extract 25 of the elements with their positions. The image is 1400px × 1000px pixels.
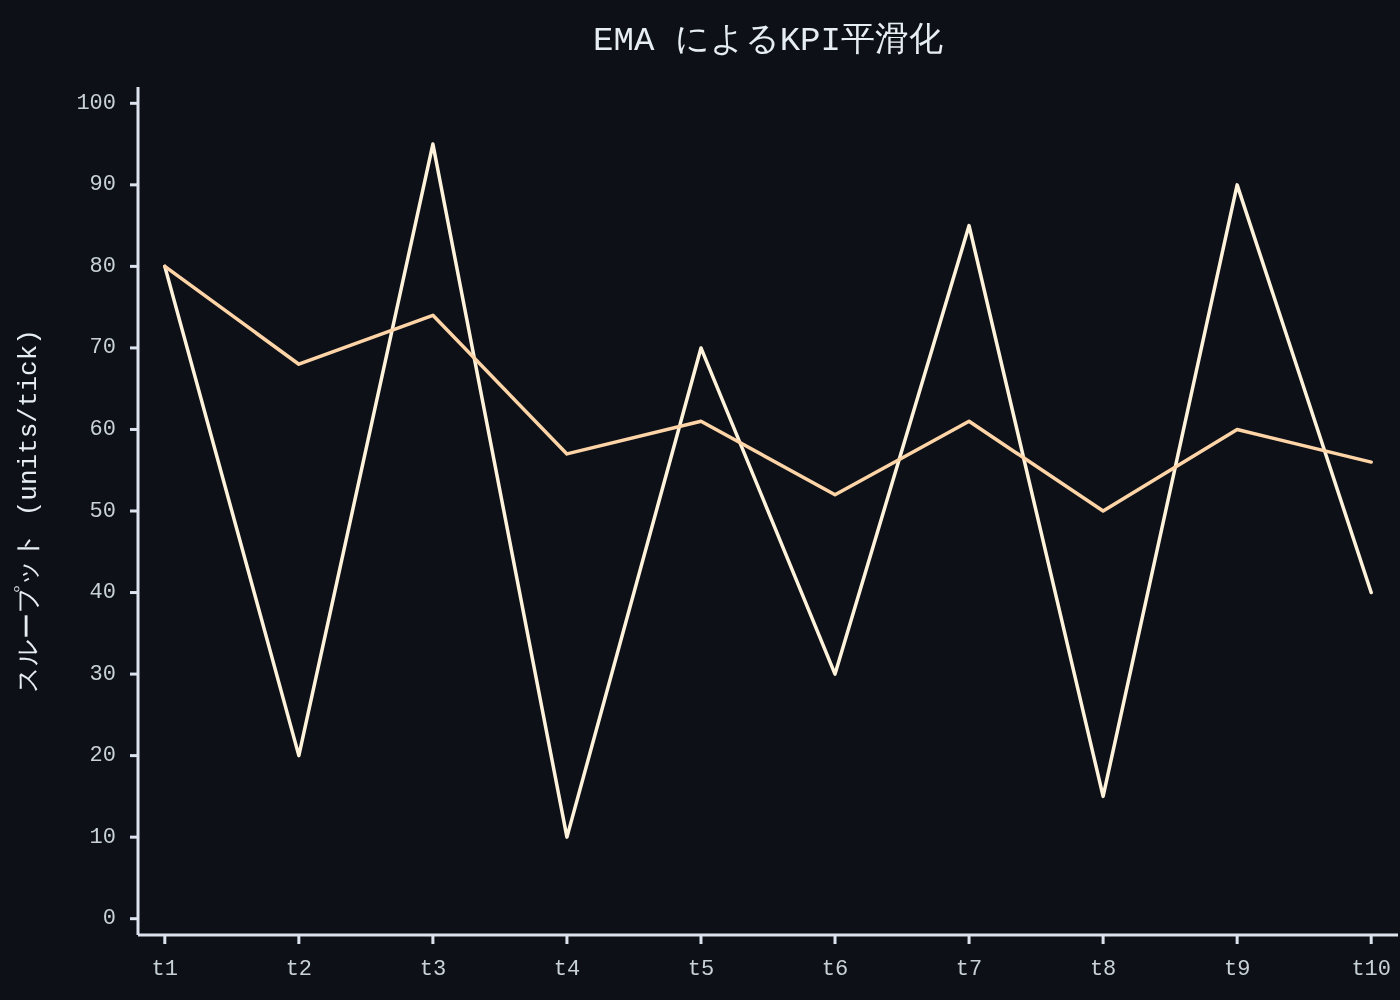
x-tick-label: t1 (151, 957, 179, 982)
line-series (163, 264, 1373, 513)
y-tick-label: 20 (89, 743, 116, 769)
y-tick-label: 60 (89, 416, 116, 442)
y-tick-label: 10 (89, 824, 116, 850)
y-tick-label: 50 (89, 498, 116, 524)
x-tick-label: t4 (553, 957, 581, 982)
x-tick-label: t9 (1223, 957, 1251, 982)
y-tick-label: 80 (89, 253, 116, 279)
y-tick-label: 100 (76, 90, 116, 116)
x-tick-label: t10 (1351, 957, 1391, 982)
y-tick-label: 0 (102, 906, 116, 932)
line-series (163, 142, 1373, 839)
x-tick-label: t3 (419, 957, 447, 982)
y-tick-label: 90 (89, 172, 116, 198)
x-tick-label: t6 (821, 957, 849, 982)
y-tick-label: 70 (89, 335, 116, 361)
y-tick-label: 40 (89, 580, 116, 606)
y-tick-label: 30 (89, 661, 116, 687)
y-axis-title: スループット (units/tick) (14, 329, 44, 693)
x-tick-label: t2 (285, 957, 313, 982)
chart-title: EMA によるKPI平滑化 (593, 22, 943, 60)
x-tick-label: t8 (1089, 957, 1117, 982)
x-tick-label: t7 (955, 957, 983, 982)
x-tick-label: t5 (687, 957, 715, 982)
